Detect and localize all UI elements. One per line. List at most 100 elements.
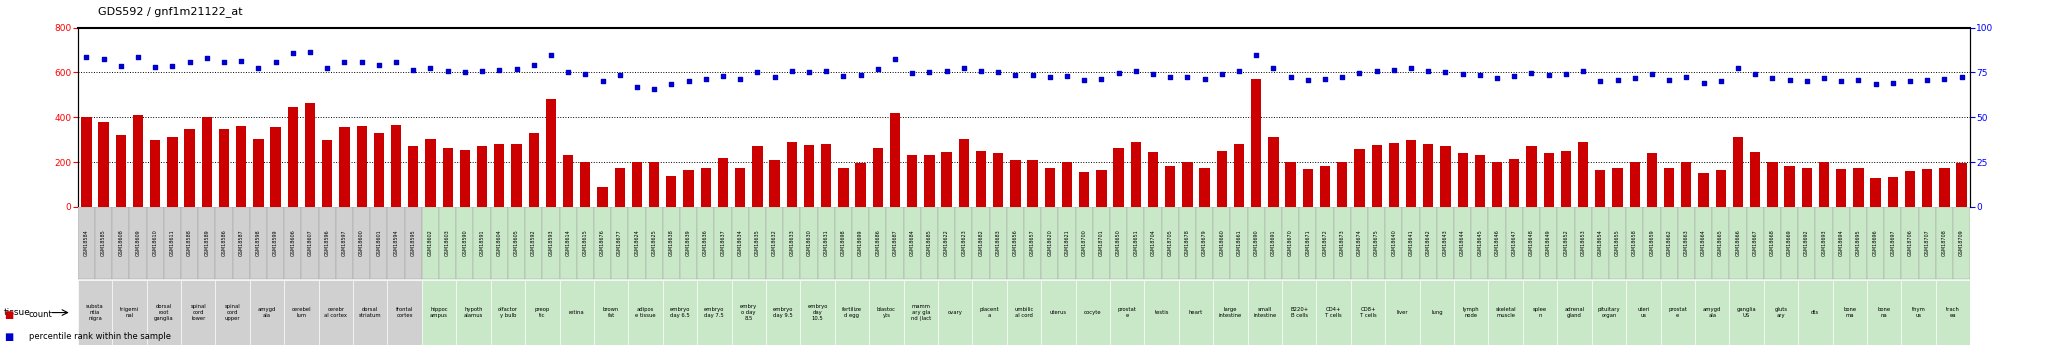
- Bar: [1405, 140, 1417, 207]
- Bar: [164, 207, 180, 279]
- Text: blastoc
yts: blastoc yts: [877, 307, 895, 318]
- Text: GSM18630: GSM18630: [807, 229, 811, 256]
- Bar: [1853, 168, 1864, 207]
- Bar: [1747, 207, 1763, 279]
- Bar: [1458, 153, 1468, 207]
- Text: skeletal
muscle: skeletal muscle: [1495, 307, 1516, 318]
- Bar: [1749, 152, 1761, 207]
- Text: GSM18638: GSM18638: [670, 229, 674, 256]
- Bar: [147, 280, 180, 345]
- Point: [104, 63, 137, 68]
- Point: [1292, 78, 1325, 83]
- Text: spinal
cord
lower: spinal cord lower: [190, 304, 207, 321]
- Bar: [1008, 207, 1024, 279]
- Bar: [1217, 151, 1227, 207]
- Bar: [1200, 168, 1210, 207]
- Bar: [1835, 169, 1847, 207]
- Bar: [1303, 169, 1313, 207]
- Point: [121, 54, 154, 59]
- Text: GDS592 / gnf1m21122_at: GDS592 / gnf1m21122_at: [98, 6, 244, 17]
- Text: GSM18654: GSM18654: [1597, 229, 1604, 256]
- Bar: [340, 127, 350, 207]
- Bar: [836, 280, 868, 345]
- Point: [414, 65, 446, 71]
- Text: GSM18593: GSM18593: [549, 229, 553, 256]
- Bar: [954, 207, 973, 279]
- Point: [397, 67, 430, 73]
- Text: GSM18687: GSM18687: [893, 229, 897, 256]
- Text: lymph
node: lymph node: [1462, 307, 1479, 318]
- Bar: [1079, 172, 1090, 207]
- Point: [690, 76, 723, 82]
- Bar: [1180, 207, 1196, 279]
- Bar: [1354, 149, 1364, 207]
- Text: GSM18592: GSM18592: [530, 229, 537, 256]
- Bar: [201, 117, 213, 207]
- Point: [432, 68, 465, 73]
- Bar: [1059, 207, 1075, 279]
- Point: [827, 73, 860, 79]
- Text: GSM18621: GSM18621: [1065, 229, 1069, 256]
- Text: GSM18672: GSM18672: [1323, 229, 1327, 256]
- Bar: [717, 158, 729, 207]
- Text: GSM18665: GSM18665: [1718, 229, 1722, 256]
- Bar: [1833, 280, 1868, 345]
- Bar: [1642, 207, 1661, 279]
- Point: [328, 60, 360, 65]
- Bar: [664, 280, 696, 345]
- Text: GSM18697: GSM18697: [1890, 229, 1894, 256]
- Bar: [1526, 146, 1536, 207]
- Text: GSM18636: GSM18636: [702, 229, 709, 256]
- Point: [844, 72, 877, 78]
- Bar: [1044, 168, 1055, 207]
- Bar: [1491, 162, 1503, 207]
- Text: GSM18699: GSM18699: [858, 230, 862, 256]
- Text: spinal
cord
upper: spinal cord upper: [225, 304, 240, 321]
- Bar: [147, 207, 164, 279]
- Text: GSM18666: GSM18666: [1735, 229, 1741, 256]
- Bar: [1954, 207, 1970, 279]
- Bar: [1884, 207, 1901, 279]
- Bar: [236, 126, 246, 207]
- Bar: [352, 207, 371, 279]
- Bar: [492, 207, 508, 279]
- Bar: [836, 207, 852, 279]
- Bar: [1147, 152, 1159, 207]
- Point: [207, 60, 240, 65]
- Bar: [1544, 153, 1554, 207]
- Bar: [731, 280, 766, 345]
- Bar: [1509, 159, 1520, 207]
- Bar: [442, 148, 453, 207]
- Bar: [1763, 207, 1782, 279]
- Point: [379, 59, 412, 65]
- Point: [741, 70, 774, 75]
- Bar: [903, 207, 922, 279]
- Point: [621, 84, 653, 90]
- Bar: [422, 207, 438, 279]
- Bar: [1696, 207, 1712, 279]
- Point: [1532, 72, 1565, 78]
- Bar: [1524, 280, 1556, 345]
- Text: percentile rank within the sample: percentile rank within the sample: [29, 332, 170, 341]
- Bar: [457, 280, 492, 345]
- Text: GSM18709: GSM18709: [1960, 229, 1964, 256]
- Bar: [322, 140, 332, 207]
- Text: dts: dts: [1810, 310, 1819, 315]
- Bar: [1196, 207, 1212, 279]
- Text: mamm
ary gla
nd (lact: mamm ary gla nd (lact: [911, 304, 932, 321]
- Text: uterus: uterus: [1051, 310, 1067, 315]
- Point: [1481, 75, 1513, 81]
- Bar: [305, 103, 315, 207]
- Text: GSM18660: GSM18660: [1219, 229, 1225, 256]
- Text: GSM18693: GSM18693: [1821, 229, 1827, 256]
- Text: brown
fat: brown fat: [602, 307, 618, 318]
- Bar: [459, 150, 471, 207]
- Text: GSM18701: GSM18701: [1100, 229, 1104, 256]
- Text: CD4+
T cells: CD4+ T cells: [1325, 307, 1341, 318]
- Text: GSM18595: GSM18595: [412, 229, 416, 256]
- Point: [1583, 78, 1616, 84]
- Bar: [1647, 153, 1657, 207]
- Bar: [942, 152, 952, 207]
- Bar: [492, 280, 524, 345]
- Bar: [1661, 207, 1677, 279]
